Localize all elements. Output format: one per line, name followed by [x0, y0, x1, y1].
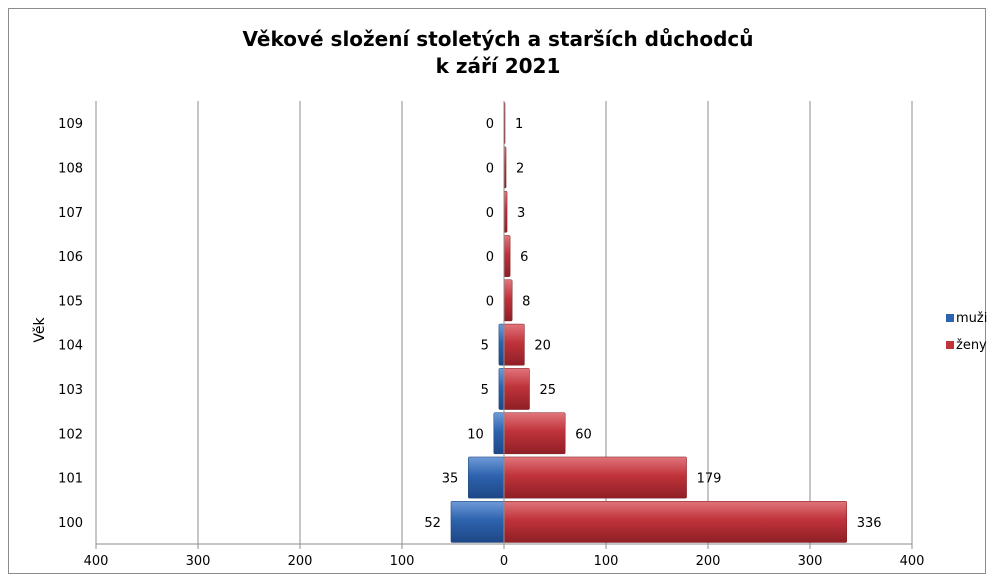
legend-item-muzi: muži [946, 311, 987, 327]
chart-title: Věkové složení stoletých a starších důch… [0, 26, 996, 80]
x-tick-label: 400 [900, 554, 925, 569]
y-tick-label: 101 [58, 472, 83, 487]
bar-muzi [498, 368, 505, 410]
bar-zeny [503, 368, 530, 410]
data-label-muzi: 10 [467, 427, 484, 442]
data-label-zeny: 1 [515, 117, 523, 132]
data-label-muzi: 0 [486, 117, 494, 132]
legend-label-muzi: muži [956, 311, 988, 326]
data-label-zeny: 20 [534, 339, 551, 354]
x-tick-label: 200 [696, 554, 721, 569]
y-tick-label: 109 [58, 117, 83, 132]
data-label-muzi: 0 [486, 206, 494, 221]
data-label-zeny: 3 [517, 206, 525, 221]
y-tick-label: 100 [58, 516, 83, 531]
data-label-muzi: 0 [486, 161, 494, 176]
bar-zeny [503, 235, 511, 277]
data-label-muzi: 5 [481, 339, 489, 354]
legend-swatch-zeny [946, 341, 954, 349]
bar-muzi [450, 501, 505, 543]
bar-zeny [503, 279, 513, 322]
legend-label-zeny: ženy [956, 338, 987, 353]
y-tick-label: 108 [58, 161, 83, 176]
data-label-muzi: 5 [481, 383, 489, 398]
y-tick-label: 102 [58, 427, 83, 442]
y-tick-label: 103 [58, 383, 83, 398]
y-tick-label: 106 [58, 250, 83, 265]
x-tick-label: 200 [288, 554, 313, 569]
legend-item-zeny: ženy [946, 338, 987, 354]
data-label-muzi: 52 [424, 516, 441, 531]
bar-muzi [468, 456, 505, 499]
chart-title-line1: Věkové složení stoletých a starších důch… [242, 27, 754, 51]
y-tick-label: 104 [58, 339, 83, 354]
y-axis-label: Věk [32, 317, 48, 343]
bar-zeny [503, 456, 687, 499]
data-label-zeny: 336 [857, 516, 882, 531]
data-label-zeny: 6 [520, 250, 528, 265]
bar-zeny [503, 501, 847, 543]
x-tick-label: 100 [390, 554, 415, 569]
x-tick-label: 300 [798, 554, 823, 569]
x-tick-label: 0 [500, 554, 508, 569]
data-label-zeny: 8 [522, 294, 530, 309]
data-label-zeny: 60 [575, 427, 592, 442]
data-label-muzi: 35 [442, 472, 459, 487]
y-tick-label: 105 [58, 294, 83, 309]
data-label-zeny: 179 [697, 472, 722, 487]
legend-swatch-muzi [946, 314, 954, 322]
chart-title-line2: k září 2021 [435, 54, 561, 78]
bar-muzi [493, 412, 505, 455]
x-tick-label: 300 [186, 554, 211, 569]
data-label-zeny: 2 [516, 161, 524, 176]
data-label-zeny: 25 [540, 383, 557, 398]
bar-zeny [503, 412, 566, 455]
x-tick-label: 400 [84, 554, 109, 569]
data-label-muzi: 0 [486, 294, 494, 309]
y-tick-label: 107 [58, 206, 83, 221]
bar-muzi [498, 323, 505, 366]
bar-zeny [503, 323, 525, 366]
x-tick-label: 100 [594, 554, 619, 569]
data-label-muzi: 0 [486, 250, 494, 265]
